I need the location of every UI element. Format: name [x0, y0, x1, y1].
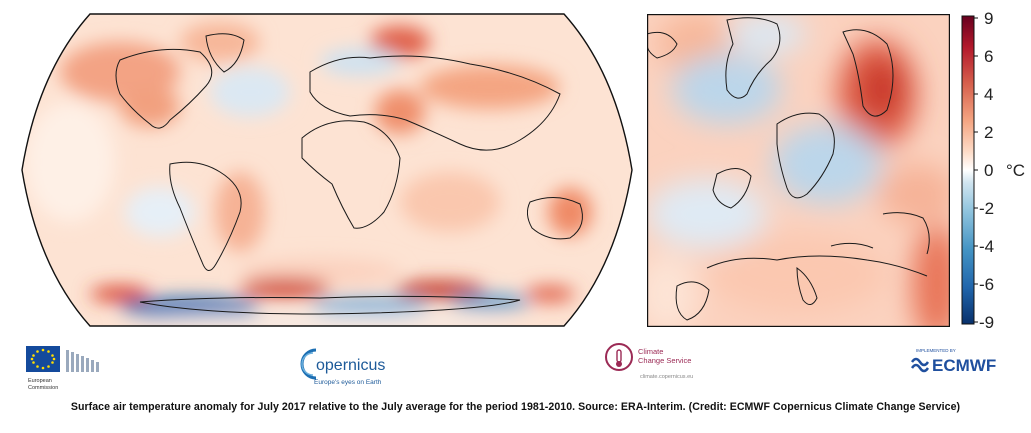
ec-label-line2: Commission [28, 385, 58, 391]
colorbar-tick-label: -2 [979, 199, 994, 218]
copernicus-wordmark: opernicus [316, 357, 385, 374]
ec-label-line1: European [28, 378, 52, 384]
world-anomaly-map [21, 13, 633, 327]
c3s-url: climate.copernicus.eu [640, 374, 693, 380]
c3s-line1: Climate [638, 347, 663, 356]
copernicus-logo: opernicus Europe's eyes on Earth [296, 344, 400, 390]
colorbar-ticks: 9 6 4 2 0 -2 -4 -6 -9 [974, 12, 994, 328]
c3s-line2: Change Service [638, 356, 691, 365]
ecmwf-wordmark: ECMWF [932, 356, 996, 375]
europe-anomaly-map [647, 14, 950, 327]
colorbar-tick-label: -6 [979, 275, 994, 294]
colorbar-tick-label: 9 [984, 12, 993, 28]
colorbar-tick-label: 6 [984, 47, 993, 66]
colorbar-tick-label: -4 [979, 237, 994, 256]
european-commission-logo: European Commission [18, 342, 110, 394]
colorbar-tick-label: 4 [984, 85, 993, 104]
ecmwf-logo: IMPLEMENTED BY ECMWF [908, 346, 1018, 378]
figure-caption: Surface air temperature anomaly for July… [70, 401, 961, 413]
colorbar-unit: °C [1006, 161, 1025, 180]
ecmwf-implemented-by: IMPLEMENTED BY [916, 348, 956, 353]
copernicus-tagline: Europe's eyes on Earth [314, 379, 382, 386]
temperature-colorbar: 9 6 4 2 0 -2 -4 -6 -9 °C [961, 12, 1025, 328]
colorbar-tick-label: -9 [979, 313, 994, 328]
colorbar-tick-label: 2 [984, 123, 993, 142]
colorbar-tick-label: 0 [984, 161, 993, 180]
climate-change-service-logo: Climate Change Service climate.copernicu… [604, 342, 720, 394]
